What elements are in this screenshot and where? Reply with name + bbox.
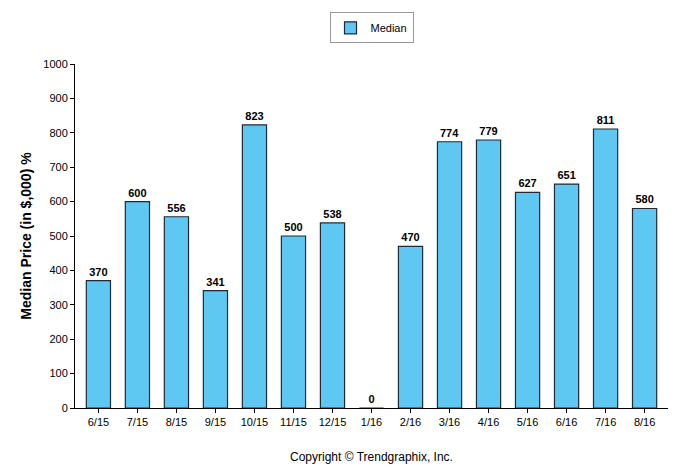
svg-text:811: 811 — [597, 114, 615, 126]
svg-text:470: 470 — [401, 231, 419, 243]
svg-text:700: 700 — [49, 161, 67, 173]
svg-text:580: 580 — [635, 193, 653, 205]
svg-text:823: 823 — [245, 110, 263, 122]
svg-text:1000: 1000 — [43, 58, 67, 70]
svg-text:0: 0 — [368, 393, 374, 405]
svg-text:Median: Median — [371, 22, 407, 34]
svg-text:556: 556 — [167, 202, 185, 214]
svg-text:0: 0 — [62, 402, 68, 414]
svg-text:9/15: 9/15 — [205, 416, 226, 428]
svg-text:200: 200 — [49, 333, 67, 345]
svg-text:774: 774 — [440, 127, 459, 139]
svg-text:3/16: 3/16 — [439, 416, 460, 428]
svg-text:538: 538 — [323, 208, 341, 220]
svg-text:300: 300 — [49, 299, 67, 311]
svg-text:8/15: 8/15 — [166, 416, 187, 428]
svg-text:600: 600 — [128, 187, 146, 199]
svg-text:400: 400 — [49, 264, 67, 276]
svg-text:651: 651 — [557, 169, 575, 181]
svg-text:779: 779 — [479, 125, 497, 137]
svg-text:627: 627 — [518, 177, 536, 189]
svg-text:6/16: 6/16 — [556, 416, 577, 428]
svg-text:500: 500 — [49, 230, 67, 242]
svg-text:11/15: 11/15 — [280, 416, 307, 428]
svg-text:600: 600 — [49, 195, 67, 207]
svg-text:370: 370 — [89, 266, 107, 278]
svg-text:1/16: 1/16 — [361, 416, 382, 428]
svg-text:2/16: 2/16 — [400, 416, 421, 428]
svg-text:Copyright © Trendgraphix, Inc.: Copyright © Trendgraphix, Inc. — [290, 450, 453, 464]
svg-text:Median Price (in $,000) %: Median Price (in $,000) % — [18, 152, 34, 320]
svg-text:7/16: 7/16 — [595, 416, 616, 428]
svg-text:7/15: 7/15 — [127, 416, 148, 428]
svg-text:10/15: 10/15 — [241, 416, 269, 428]
svg-text:500: 500 — [284, 221, 302, 233]
svg-text:12/15: 12/15 — [319, 416, 347, 428]
svg-text:5/16: 5/16 — [517, 416, 538, 428]
svg-text:900: 900 — [49, 92, 67, 104]
svg-text:8/16: 8/16 — [634, 416, 655, 428]
svg-text:100: 100 — [49, 367, 67, 379]
svg-text:6/15: 6/15 — [88, 416, 109, 428]
svg-text:4/16: 4/16 — [478, 416, 499, 428]
svg-text:800: 800 — [49, 127, 67, 139]
svg-text:341: 341 — [206, 276, 224, 288]
